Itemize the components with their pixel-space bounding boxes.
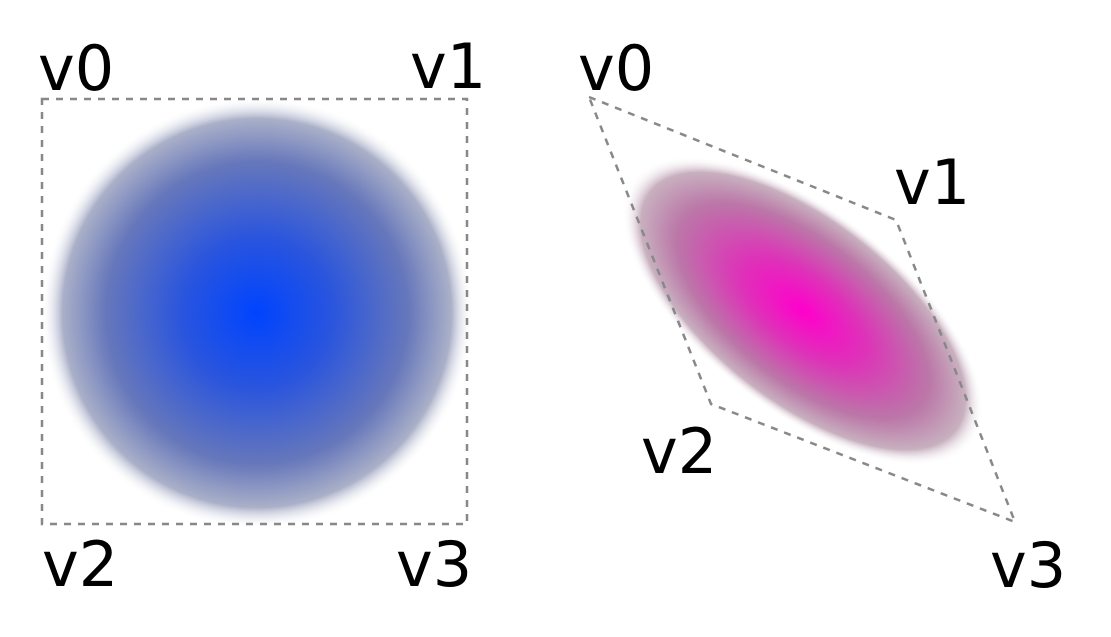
right-quad: v0 v1 v2 v3 <box>578 32 1066 602</box>
left-label-v0: v0 <box>38 32 114 105</box>
left-quad-outline <box>40 97 469 526</box>
pink-radial-gradient-ellipse <box>622 156 984 466</box>
left-label-v3: v3 <box>396 528 472 601</box>
left-quad: v0 v1 v2 v3 <box>38 30 486 601</box>
right-label-v1: v1 <box>894 146 970 219</box>
left-label-v1: v1 <box>410 30 486 103</box>
left-label-v2: v2 <box>42 528 118 601</box>
right-label-v2: v2 <box>641 415 717 488</box>
right-label-v0: v0 <box>578 32 654 105</box>
blue-radial-gradient-disc <box>41 97 473 529</box>
right-label-v3: v3 <box>990 529 1066 602</box>
